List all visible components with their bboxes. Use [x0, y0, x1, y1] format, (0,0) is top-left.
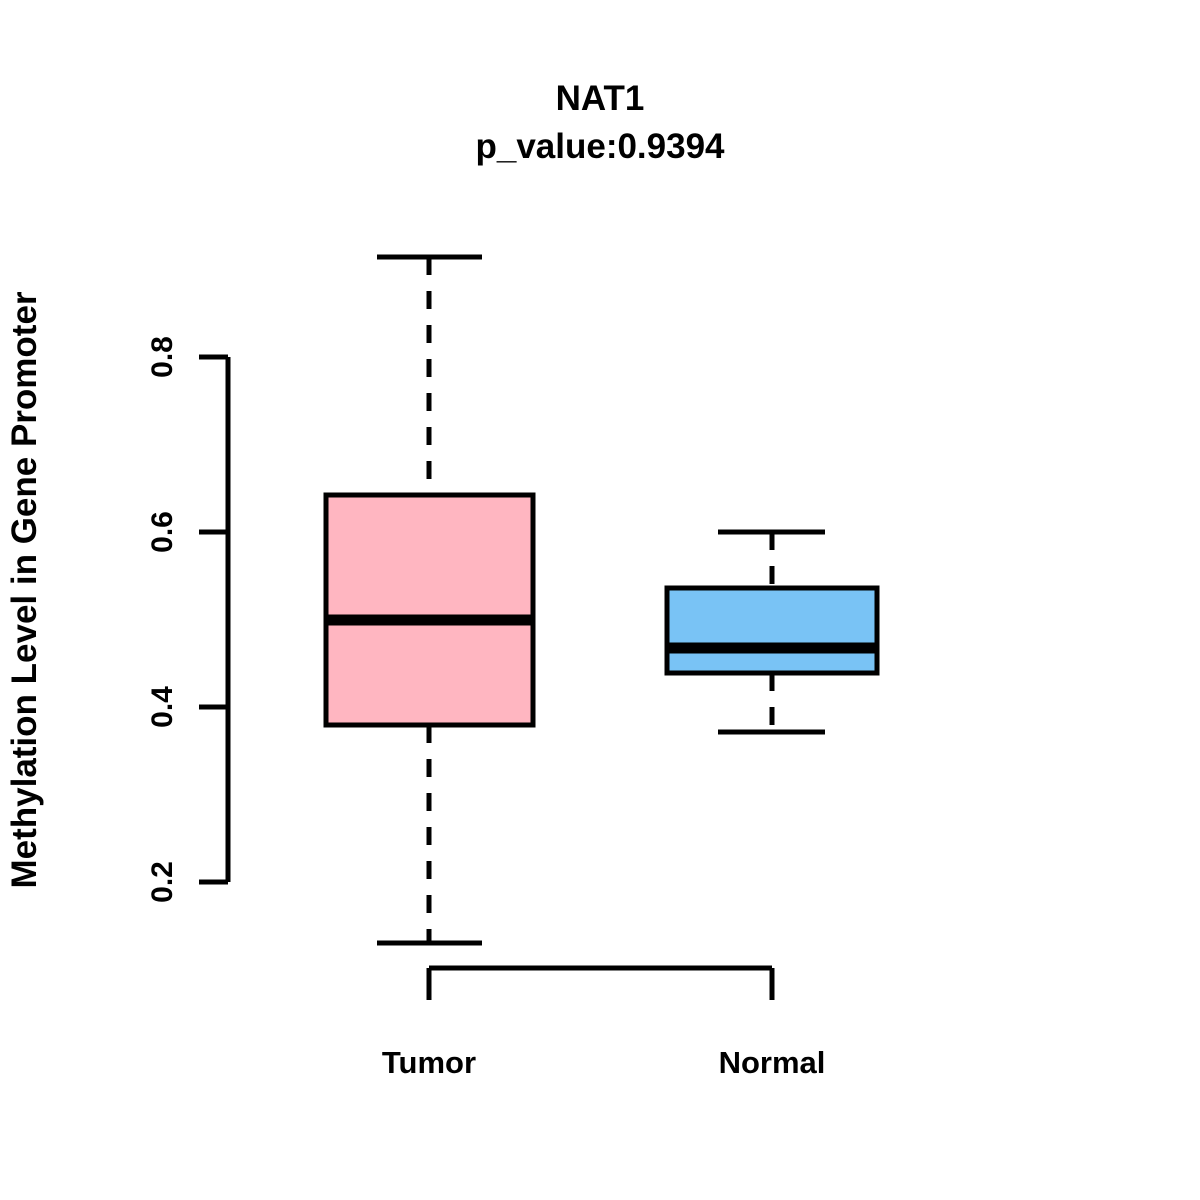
box-group-tumor[interactable] [323, 254, 536, 946]
chart-title: NAT1 [556, 79, 645, 118]
box-group-normal[interactable] [664, 529, 880, 735]
y-tick-label-0-6: 0.6 [146, 511, 179, 553]
chart-subtitle-pvalue: p_value:0.9394 [475, 127, 725, 166]
y-axis-title: Methylation Level in Gene Promoter [5, 291, 44, 888]
y-tick-label-0-8: 0.8 [146, 336, 179, 378]
tumor-box[interactable] [323, 492, 536, 728]
x-axis-label-tumor: Tumor [382, 1045, 476, 1080]
y-axis: 0.8 0.6 0.4 0.2 [146, 336, 231, 903]
y-tick-label-0-4: 0.4 [146, 686, 179, 728]
normal-box[interactable] [664, 585, 880, 676]
x-axis-label-normal: Normal [719, 1045, 826, 1080]
y-tick-label-0-2: 0.2 [146, 861, 179, 903]
x-axis: Tumor Normal [382, 965, 826, 1080]
